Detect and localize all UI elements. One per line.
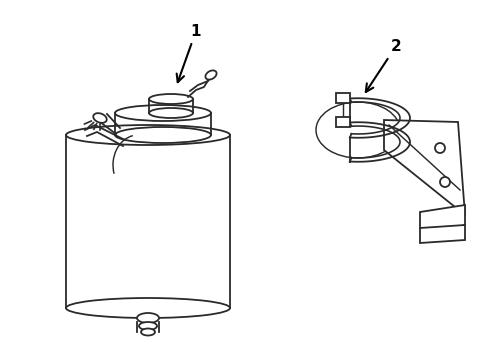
FancyBboxPatch shape (336, 117, 350, 127)
Text: 2: 2 (366, 39, 401, 92)
Polygon shape (384, 120, 465, 215)
Ellipse shape (115, 105, 211, 121)
Polygon shape (420, 225, 465, 243)
Ellipse shape (141, 328, 155, 336)
Text: 1: 1 (177, 23, 201, 82)
Ellipse shape (316, 102, 400, 158)
Ellipse shape (115, 127, 211, 143)
Ellipse shape (149, 94, 193, 104)
Ellipse shape (93, 113, 107, 123)
Ellipse shape (435, 143, 445, 153)
Polygon shape (420, 205, 465, 230)
Ellipse shape (149, 108, 193, 118)
Ellipse shape (66, 125, 230, 145)
Ellipse shape (139, 322, 157, 330)
Ellipse shape (440, 177, 450, 187)
Ellipse shape (205, 71, 217, 80)
Ellipse shape (137, 313, 159, 323)
FancyBboxPatch shape (336, 94, 350, 103)
Ellipse shape (66, 298, 230, 318)
